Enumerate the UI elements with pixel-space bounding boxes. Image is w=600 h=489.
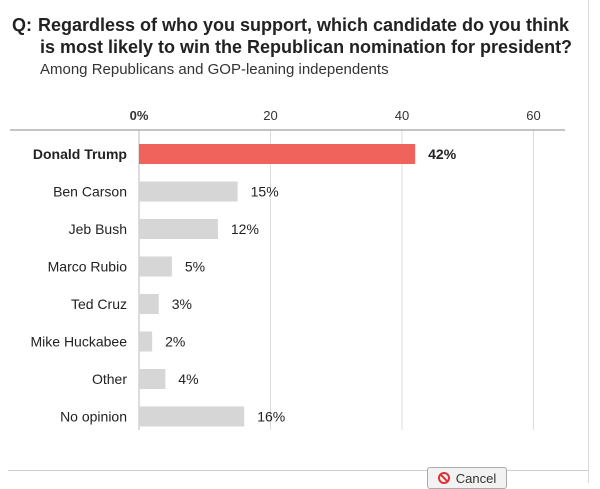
- question-line-2: is most likely to win the Republican nom…: [40, 37, 573, 57]
- cancel-icon: [437, 472, 450, 484]
- bar: [139, 256, 172, 277]
- bar: [139, 331, 153, 352]
- bar: [139, 144, 416, 164]
- data-label: 16%: [257, 409, 285, 425]
- question-prefix: Q:: [12, 15, 32, 35]
- x-tick-label: 60: [526, 108, 540, 123]
- data-label: 4%: [178, 371, 198, 387]
- data-label: 42%: [428, 146, 457, 162]
- right-divider: [588, 0, 589, 483]
- category-label: Ben Carson: [53, 184, 127, 200]
- category-label: Donald Trump: [33, 146, 127, 162]
- x-tick-label: 40: [395, 108, 409, 123]
- bar: [139, 294, 159, 314]
- data-label: 15%: [251, 184, 279, 200]
- cancel-button[interactable]: Cancel: [427, 467, 507, 489]
- category-label: Ted Cruz: [71, 296, 127, 312]
- x-tick-label: 20: [263, 108, 277, 123]
- question-block: Q: Regardless of who you support, which c…: [12, 14, 592, 80]
- bar: [139, 369, 166, 389]
- bottom-divider: [8, 470, 588, 471]
- category-label: Jeb Bush: [69, 221, 127, 237]
- x-tick-label: 0%: [130, 108, 149, 123]
- question-text-1: Regardless of who you support, which can…: [38, 15, 570, 35]
- category-label: Other: [92, 371, 127, 387]
- cancel-label: Cancel: [455, 470, 497, 486]
- bar: [139, 181, 238, 202]
- bar: [139, 406, 245, 427]
- category-label: Marco Rubio: [48, 259, 128, 275]
- data-label: 12%: [231, 221, 259, 237]
- chart-subtitle: Among Republicans and GOP-leaning indepe…: [40, 61, 389, 78]
- bar: [139, 219, 218, 239]
- data-label: 3%: [172, 296, 192, 312]
- data-label: 2%: [165, 334, 185, 350]
- question-line-1: Q: Regardless of who you support, which c…: [12, 14, 592, 36]
- category-label: Mike Huckabee: [31, 334, 128, 350]
- category-label: No opinion: [60, 409, 127, 425]
- data-label: 5%: [185, 259, 205, 275]
